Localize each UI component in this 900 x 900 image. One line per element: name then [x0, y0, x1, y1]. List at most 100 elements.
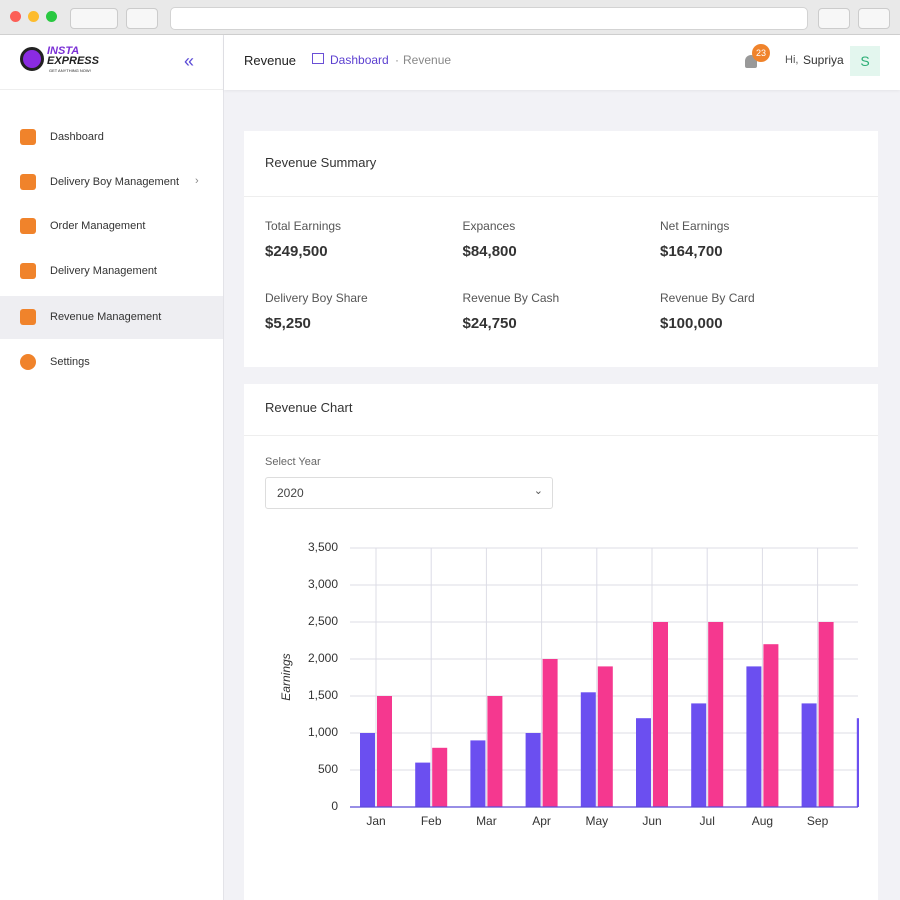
bar [691, 703, 707, 807]
browser-toolbar [0, 0, 900, 35]
summary-label: Expances [462, 219, 516, 233]
bar [470, 740, 486, 807]
close-button[interactable] [10, 11, 21, 22]
bar [542, 659, 558, 807]
tabs-button[interactable] [858, 8, 890, 29]
chart-card: Revenue Chart Select Year 2020 ⌄ [244, 384, 878, 900]
logo-text: INSTA [47, 45, 80, 57]
page-title: Revenue [244, 53, 297, 68]
logo-icon [20, 47, 44, 71]
collapse-button[interactable]: « [184, 51, 195, 71]
bar [746, 666, 762, 807]
bar [432, 747, 448, 807]
summary-label: Delivery Boy Share [265, 291, 368, 305]
notification-badge: 23 [752, 44, 770, 62]
bar [801, 703, 817, 807]
sidebar: INSTA EXPRESS GET ANYTHING NOW! « Dashbo… [0, 35, 224, 900]
home-icon [312, 53, 324, 64]
select-caret: ⌄ [533, 485, 543, 497]
y-tick-label: 3,500 [308, 540, 338, 554]
summary-label: Net Earnings [660, 219, 730, 233]
nav-label: Delivery Management [50, 265, 157, 277]
address-bar[interactable] [170, 7, 808, 30]
summary-value: $100,000 [660, 315, 723, 332]
nav-item[interactable]: Settings [0, 341, 223, 384]
nav-item[interactable]: Delivery Boy Management › [0, 161, 223, 204]
y-tick-label: 1,000 [308, 725, 338, 739]
user-name: Supriya [803, 53, 844, 67]
bar [487, 696, 503, 807]
nav-label: Revenue Management [50, 311, 162, 323]
divider [244, 435, 878, 436]
breadcrumb-sep: · [395, 53, 399, 67]
bar [708, 622, 724, 807]
share-button[interactable] [818, 8, 850, 29]
breadcrumb-link[interactable]: Dashboard [330, 53, 389, 67]
x-tick-label: Sep [807, 814, 829, 828]
bar [597, 666, 613, 807]
bar [856, 718, 859, 807]
zoom-button[interactable] [46, 11, 57, 22]
nav-item-active[interactable]: Revenue Management [0, 296, 223, 339]
x-tick-label: Aug [752, 814, 773, 828]
nav-buttons[interactable] [70, 8, 118, 29]
y-tick-label: 0 [331, 799, 338, 813]
nav-item[interactable]: Delivery Management [0, 250, 223, 293]
minimize-button[interactable] [28, 11, 39, 22]
x-tick-label: Apr [532, 814, 551, 828]
chart: 0 500 1,000 1,500 2,000 2,500 3,000 3,500 Jan Feb… [279, 540, 859, 828]
card-title: Revenue Summary [265, 155, 377, 170]
nav-item[interactable]: Order Management [0, 205, 223, 248]
bar [653, 622, 668, 807]
bar [580, 692, 596, 807]
summary-label: Revenue By Card [660, 291, 755, 305]
nav-label: Dashboard [50, 131, 104, 143]
bar [525, 733, 541, 807]
select-value: 2020 [277, 486, 304, 500]
divider [0, 89, 223, 90]
nav-label: Order Management [50, 220, 146, 232]
nav-label: Delivery Boy Management [50, 176, 180, 188]
bar [360, 733, 375, 807]
nav-item[interactable]: Dashboard [0, 116, 223, 159]
sidebar-toggle[interactable] [126, 8, 158, 29]
summary-value: $24,750 [462, 315, 517, 332]
summary-label: Total Earnings [265, 219, 342, 233]
y-axis-label: Earnings [279, 653, 293, 700]
bar [377, 696, 392, 807]
bar [818, 622, 834, 807]
y-tick-label: 1,500 [308, 688, 338, 702]
bar [763, 644, 779, 807]
select-label: Select Year [265, 456, 321, 468]
summary-value: $84,800 [462, 243, 517, 260]
summary-card: Revenue Summary Total Earnings $249,500 Ex… [244, 131, 878, 367]
x-tick-label: Feb [421, 814, 442, 828]
breadcrumb-current: Revenue [403, 53, 452, 67]
bar [636, 718, 651, 807]
x-tick-label: Mar [476, 814, 497, 828]
year-select[interactable]: 2020 ⌄ [265, 477, 553, 509]
y-tick-label: 2,500 [308, 614, 338, 628]
y-tick-label: 500 [318, 762, 338, 776]
summary-value: $249,500 [265, 243, 328, 260]
greeting: Hi, [785, 54, 799, 66]
summary-value: $164,700 [660, 243, 723, 260]
logo-text: EXPRESS [47, 55, 99, 67]
summary-value: $5,250 [265, 315, 311, 332]
summary-label: Revenue By Cash [462, 291, 560, 305]
divider [244, 196, 878, 197]
x-tick-label: Jun [642, 814, 661, 828]
y-tick-label: 3,000 [308, 577, 338, 591]
card-title: Revenue Chart [265, 400, 353, 415]
x-tick-label: May [585, 814, 608, 828]
nav-label: Settings [50, 356, 90, 368]
bar [415, 762, 431, 807]
top-bar: Revenue Dashboard · Revenue 23 Hi, Supri… [224, 35, 900, 90]
x-tick-label: Jan [366, 814, 385, 828]
chevron: › [195, 175, 199, 187]
x-tick-label: Jul [700, 814, 715, 828]
avatar[interactable]: S [850, 46, 880, 76]
y-tick-label: 2,000 [308, 651, 338, 665]
logo: INSTA EXPRESS GET ANYTHING NOW! [20, 45, 110, 77]
